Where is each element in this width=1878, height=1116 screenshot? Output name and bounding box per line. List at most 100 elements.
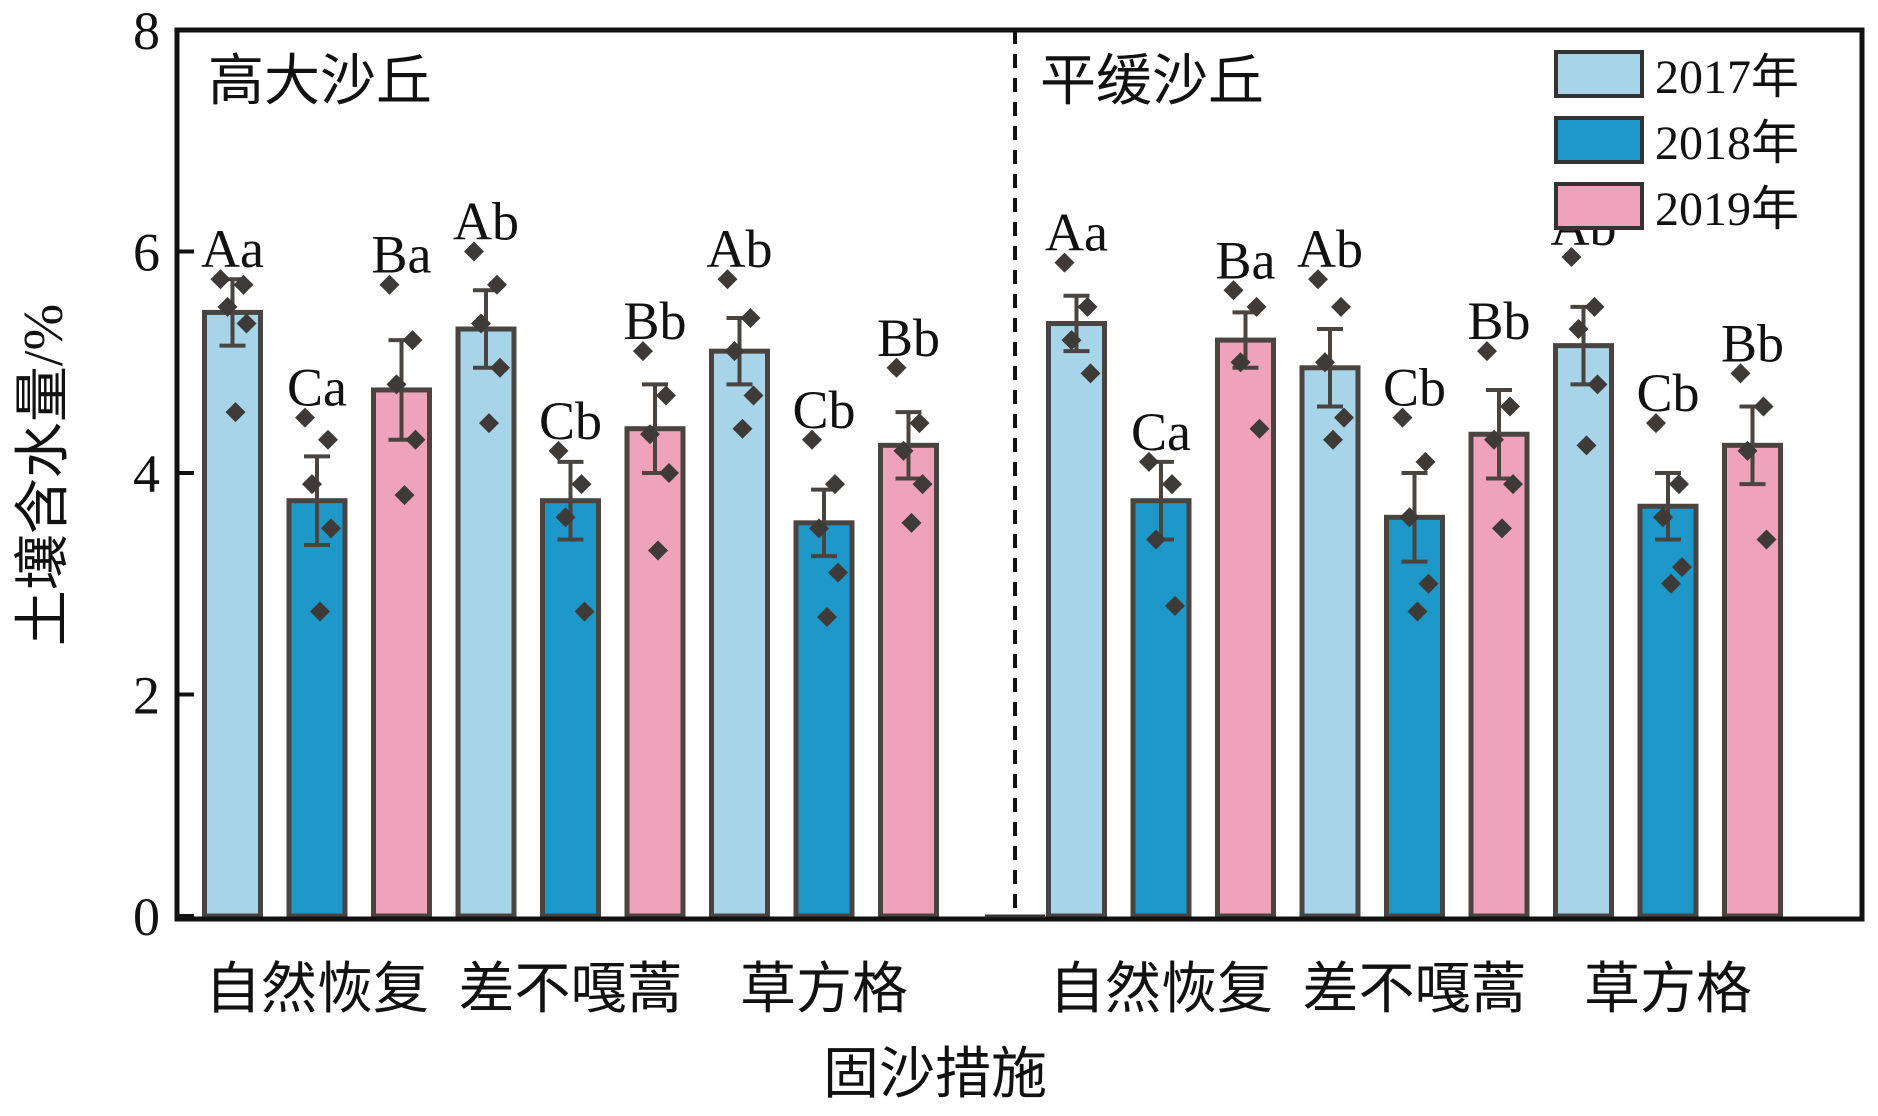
data-point-0-0-0-2 xyxy=(217,296,238,317)
y-tick-label-2: 4 xyxy=(133,444,160,504)
data-point-1-1-2-0 xyxy=(1477,341,1497,362)
data-point-1-1-0-0 xyxy=(1308,269,1328,290)
bar-1-2-1 xyxy=(1637,503,1699,919)
legend: 2017年 2018年 2019年 xyxy=(1554,50,1799,236)
data-point-1-1-2-3 xyxy=(1503,474,1523,495)
bar-0-2-0 xyxy=(709,348,770,919)
data-point-1-2-2-1 xyxy=(1753,396,1774,417)
significance-label-0-2-1: Cb xyxy=(792,380,855,440)
plot-layer: AaCaBaAbCbBbAbCbBbAaCaBaAbCbBbAbCbBb xyxy=(201,192,1784,919)
data-point-0-0-1-4 xyxy=(310,601,330,622)
data-point-0-1-2-4 xyxy=(648,540,668,561)
bar-1-1-0 xyxy=(1299,365,1361,919)
data-point-1-0-0-1 xyxy=(1077,296,1098,317)
significance-label-0-0-2: Ba xyxy=(372,225,432,285)
bar-0-0-2 xyxy=(371,387,432,919)
data-point-1-2-0-1 xyxy=(1584,296,1605,317)
data-point-0-1-0-0 xyxy=(464,241,484,262)
data-point-1-0-1-2 xyxy=(1146,529,1166,550)
data-point-0-0-0-3 xyxy=(236,313,257,334)
bar-0-1-2 xyxy=(624,426,686,919)
legend-label-2017: 2017年 xyxy=(1655,51,1799,104)
y-tick-label-1: 2 xyxy=(133,666,160,726)
data-point-0-0-2-2 xyxy=(386,374,407,395)
significance-label-0-0-0: Aa xyxy=(201,219,264,279)
significance-label-0-1-1: Cb xyxy=(539,391,602,451)
data-point-0-0-2-4 xyxy=(394,485,415,506)
data-point-0-0-1-2 xyxy=(302,474,322,495)
y-tick-label-4: 8 xyxy=(133,1,160,61)
bar-1-1-1 xyxy=(1384,514,1445,919)
significance-label-1-1-2: Bb xyxy=(1467,291,1530,351)
data-point-0-1-2-2 xyxy=(640,424,660,445)
bar-1-2-0 xyxy=(1553,343,1614,919)
bar-1-0-1 xyxy=(1130,498,1192,919)
bar-1-2-2 xyxy=(1722,442,1783,919)
data-point-0-0-0-1 xyxy=(233,274,254,295)
data-point-0-0-1-1 xyxy=(318,429,338,450)
x-category-label-1-0: 自然恢复 xyxy=(1049,959,1273,1021)
x-axis-title: 固沙措施 xyxy=(823,1044,1047,1106)
y-axis-title: 土壤含水量/% xyxy=(13,304,75,646)
y-tick-label-3: 6 xyxy=(133,223,160,283)
data-point-0-2-0-1 xyxy=(740,307,761,328)
data-point-0-1-2-3 xyxy=(659,463,679,483)
bar-1-0-0 xyxy=(1046,320,1107,919)
data-point-1-1-0-4 xyxy=(1323,429,1343,450)
data-point-1-1-2-4 xyxy=(1492,518,1512,539)
data-point-1-2-2-2 xyxy=(1737,440,1758,461)
data-point-1-2-0-3 xyxy=(1587,374,1608,395)
data-point-0-1-0-4 xyxy=(479,413,499,434)
legend-label-2019: 2019年 xyxy=(1655,183,1799,236)
data-point-0-2-2-2 xyxy=(893,440,914,461)
significance-label-0-2-2: Bb xyxy=(877,308,940,368)
significance-label-0-2-0: Ab xyxy=(707,219,773,279)
data-point-0-2-1-1 xyxy=(825,474,845,495)
data-point-1-1-2-1 xyxy=(1500,396,1520,417)
legend-label-2018: 2018年 xyxy=(1655,117,1799,170)
data-point-1-1-1-3 xyxy=(1418,573,1439,594)
data-point-1-0-2-3 xyxy=(1249,418,1270,439)
x-category-label-1-2: 草方格 xyxy=(1584,959,1752,1021)
significance-label-0-0-1: Ca xyxy=(287,358,347,418)
data-point-1-0-2-1 xyxy=(1246,296,1267,317)
data-point-1-2-1-2 xyxy=(1653,507,1673,528)
significance-label-1-1-1: Cb xyxy=(1383,358,1446,418)
data-point-0-1-1-3 xyxy=(574,601,595,622)
data-point-0-1-2-1 xyxy=(656,385,676,406)
data-point-0-0-0-4 xyxy=(225,402,246,423)
bar-1-1-2 xyxy=(1468,431,1530,919)
x-category-label-0-0: 自然恢复 xyxy=(205,959,429,1021)
data-point-0-1-0-1 xyxy=(487,274,507,295)
data-point-0-2-1-3 xyxy=(828,562,848,583)
data-point-1-1-2-2 xyxy=(1484,429,1504,450)
data-point-1-2-1-1 xyxy=(1669,474,1689,495)
data-point-0-1-1-0 xyxy=(548,440,569,461)
bar-0-2-1 xyxy=(793,520,855,919)
data-point-1-0-0-2 xyxy=(1061,330,1082,351)
x-category-label-0-2: 草方格 xyxy=(740,959,908,1021)
data-point-0-0-0-0 xyxy=(210,269,231,290)
significance-label-1-2-1: Cb xyxy=(1636,363,1699,423)
data-point-1-0-0-3 xyxy=(1080,363,1101,384)
legend-swatch-2019 xyxy=(1554,182,1644,230)
data-point-1-2-1-4 xyxy=(1661,573,1681,594)
x-category-label-0-1: 差不嘎蒿 xyxy=(459,959,683,1021)
data-point-0-1-2-0 xyxy=(633,341,653,362)
data-point-1-2-2-0 xyxy=(1730,363,1751,384)
data-point-0-2-2-4 xyxy=(901,512,922,533)
data-point-0-1-1-2 xyxy=(555,507,576,528)
data-point-1-1-0-3 xyxy=(1334,407,1354,428)
significance-label-1-0-2: Ba xyxy=(1216,230,1276,290)
data-point-1-2-1-3 xyxy=(1672,557,1692,578)
panel-label-tall-dune: 高大沙丘 xyxy=(208,51,432,113)
x-category-label-1-1: 差不嘎蒿 xyxy=(1303,959,1527,1021)
data-point-1-1-0-1 xyxy=(1331,296,1351,317)
y-tick-label-0: 0 xyxy=(133,887,160,947)
data-point-0-2-0-0 xyxy=(717,269,738,290)
data-point-0-2-1-0 xyxy=(802,429,822,450)
data-point-1-1-1-2 xyxy=(1399,507,1420,528)
data-point-1-0-2-0 xyxy=(1223,280,1244,301)
